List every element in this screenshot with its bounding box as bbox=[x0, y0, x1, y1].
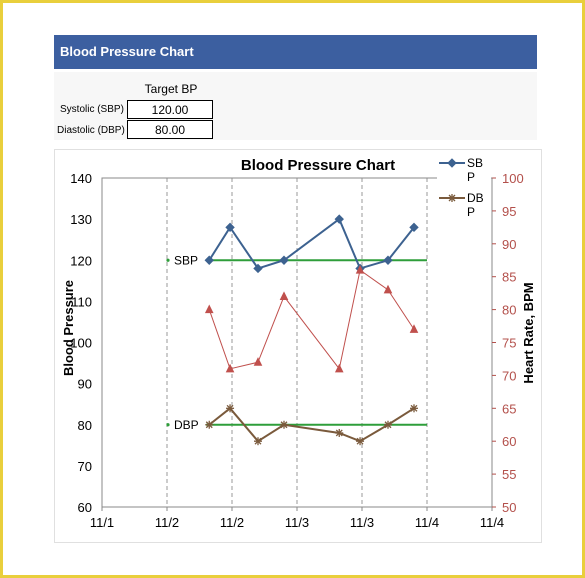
legend-label: P bbox=[467, 205, 475, 219]
axes: 11/1 11/2 11/2 11/3 11/3 11/4 11/4 60 70 80 90 100 1… bbox=[70, 171, 523, 530]
dbp-point bbox=[384, 420, 392, 429]
systolic-target-field[interactable]: 120.00 bbox=[127, 100, 213, 119]
sbp-point bbox=[409, 222, 419, 233]
grid-lines bbox=[166, 178, 428, 507]
sbp-line bbox=[208, 217, 415, 270]
x-tick-label: 11/2 bbox=[155, 515, 179, 530]
y2-tick-label: 100 bbox=[502, 171, 524, 186]
y-tick-label: 60 bbox=[78, 500, 92, 515]
heart-rate-point bbox=[253, 357, 263, 366]
y-tick-label: 70 bbox=[78, 459, 92, 474]
heart-rate-point bbox=[409, 324, 419, 333]
x-tick-label: 11/4 bbox=[480, 515, 504, 530]
y2-tick-label: 50 bbox=[502, 500, 516, 515]
systolic-label: Systolic (SBP) bbox=[60, 104, 124, 115]
sbp-point bbox=[225, 222, 235, 233]
dbp-line bbox=[208, 406, 415, 443]
x-tick-label: 11/4 bbox=[415, 515, 439, 530]
asterisk-stroke bbox=[205, 421, 213, 429]
sbp-point bbox=[383, 255, 393, 265]
dbp-point bbox=[335, 428, 344, 437]
target-marker-sbp bbox=[166, 258, 170, 262]
heart-rate-point bbox=[355, 265, 365, 274]
legend-marker bbox=[448, 194, 456, 202]
page-title: Blood Pressure Chart bbox=[54, 35, 537, 69]
chart-title: Blood Pressure Chart bbox=[241, 157, 395, 174]
y2-tick-label: 75 bbox=[502, 336, 516, 351]
legend-label: DB bbox=[467, 191, 484, 205]
sbp-point bbox=[334, 214, 344, 224]
asterisk-stroke bbox=[335, 429, 343, 437]
target-label-sbp: SBP bbox=[174, 253, 198, 267]
heart-rate-point bbox=[383, 284, 393, 294]
y2-tick-label: 95 bbox=[502, 204, 516, 219]
y2-tick-label: 70 bbox=[502, 368, 516, 383]
sbp-point bbox=[279, 255, 289, 265]
target-marker-dbp bbox=[166, 423, 170, 427]
target-label-dbp: DBP bbox=[174, 418, 199, 432]
y2-tick-label: 85 bbox=[502, 270, 516, 285]
asterisk-stroke bbox=[254, 437, 262, 445]
y-tick-label: 90 bbox=[78, 377, 92, 392]
sbp-point bbox=[204, 255, 214, 265]
legend-label: SB bbox=[467, 156, 483, 170]
legend-box bbox=[437, 155, 491, 218]
diastolic-label: Diastolic (DBP) bbox=[57, 125, 125, 136]
diastolic-target-field[interactable]: 80.00 bbox=[127, 120, 213, 139]
y-tick-label: 130 bbox=[70, 212, 92, 227]
asterisk-stroke bbox=[384, 421, 392, 429]
asterisk-stroke bbox=[448, 194, 456, 202]
dbp-point bbox=[226, 404, 235, 413]
heart-rate-point bbox=[225, 363, 235, 373]
heart-rate-point bbox=[204, 304, 214, 314]
x-tick-label: 11/1 bbox=[90, 515, 114, 530]
y-tick-label: 140 bbox=[70, 171, 92, 186]
sbp-point bbox=[253, 263, 263, 274]
legend-label: P bbox=[467, 170, 475, 184]
dbp-point bbox=[254, 437, 262, 446]
dbp-point bbox=[205, 420, 214, 429]
legend-marker bbox=[447, 158, 457, 168]
y2-axis-title: Heart Rate, BPM bbox=[521, 282, 536, 383]
y2-tick-label: 80 bbox=[502, 303, 516, 318]
x-tick-label: 11/2 bbox=[220, 515, 244, 530]
y-tick-label: 80 bbox=[78, 418, 92, 433]
asterisk-stroke bbox=[356, 437, 364, 445]
y-tick-label: 110 bbox=[71, 294, 92, 309]
y2-tick-label: 90 bbox=[502, 237, 516, 252]
target-bp-header: Target BP bbox=[144, 82, 198, 96]
asterisk-stroke bbox=[280, 421, 288, 429]
asterisk-stroke bbox=[226, 404, 234, 412]
dbp-point bbox=[356, 437, 365, 446]
series-layer bbox=[204, 214, 419, 446]
y2-tick-label: 60 bbox=[502, 434, 516, 449]
dbp-point bbox=[410, 404, 418, 413]
dbp-point bbox=[280, 420, 288, 429]
y2-tick-label: 55 bbox=[502, 467, 516, 482]
asterisk-stroke bbox=[410, 404, 418, 412]
heart-rate-point bbox=[334, 363, 344, 373]
heart-rate-line bbox=[208, 269, 415, 370]
y-axis-title: Blood Pressure bbox=[61, 280, 76, 376]
y-tick-label: 100 bbox=[70, 336, 92, 351]
y2-tick-label: 65 bbox=[502, 401, 516, 416]
x-tick-label: 11/3 bbox=[285, 515, 309, 530]
x-tick-label: 11/3 bbox=[350, 515, 374, 530]
heart-rate-point bbox=[279, 291, 289, 300]
y-tick-label: 120 bbox=[70, 253, 92, 268]
